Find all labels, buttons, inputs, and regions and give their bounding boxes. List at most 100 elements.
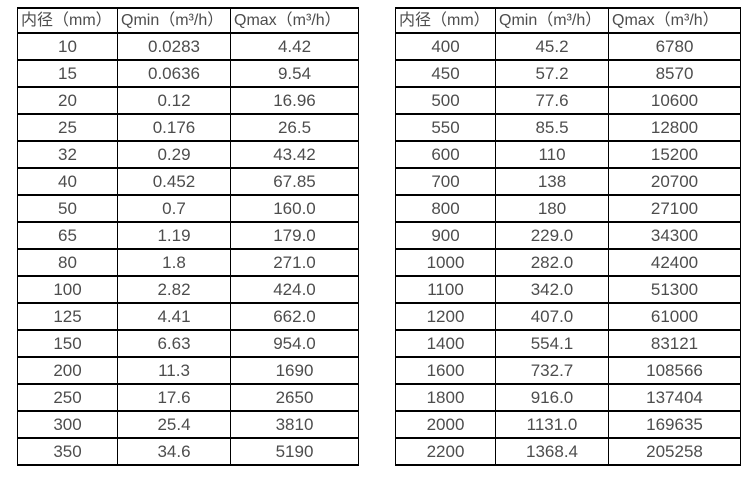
table-row: 800 180 27100 [395, 194, 741, 223]
table-cell: 179.0 [230, 221, 359, 250]
table-cell: 1.19 [117, 221, 231, 250]
table-row: 1600 732.7 108566 [395, 356, 741, 385]
table-cell: 108566 [608, 356, 741, 385]
table-cell: 5190 [230, 437, 359, 466]
table-cell: 51300 [608, 275, 741, 304]
table-cell: 4.41 [117, 302, 231, 331]
table-row: 50 0.7 160.0 [17, 194, 359, 223]
table-cell: 4.42 [230, 32, 359, 61]
table-cell: 16.96 [230, 86, 359, 115]
table-cell: 10 [17, 32, 118, 61]
table-cell: 282.0 [495, 248, 609, 277]
column-header-diameter: 内径（mm） [17, 7, 118, 34]
table-cell: 83121 [608, 329, 741, 358]
table-cell: 271.0 [230, 248, 359, 277]
table-cell: 1100 [395, 275, 496, 304]
table-cell: 180 [495, 194, 609, 223]
table-cell: 6.63 [117, 329, 231, 358]
table-cell: 1600 [395, 356, 496, 385]
table-cell: 1800 [395, 383, 496, 412]
table-cell: 25 [17, 113, 118, 142]
table-cell: 1131.0 [495, 410, 609, 439]
table-cell: 15200 [608, 140, 741, 169]
table-row: 2000 1131.0 169635 [395, 410, 741, 439]
table-row: 100 2.82 424.0 [17, 275, 359, 304]
column-header-qmin: Qmin（m³/h） [495, 7, 609, 34]
table-cell: 916.0 [495, 383, 609, 412]
table-cell: 50 [17, 194, 118, 223]
table-row: 1800 916.0 137404 [395, 383, 741, 412]
table-row: 20 0.12 16.96 [17, 86, 359, 115]
table-cell: 15 [17, 59, 118, 88]
table-row: 2200 1368.4 205258 [395, 437, 741, 466]
table-cell: 200 [17, 356, 118, 385]
table-cell: 0.29 [117, 140, 231, 169]
table-cell: 0.7 [117, 194, 231, 223]
table-cell: 1000 [395, 248, 496, 277]
table-cell: 25.4 [117, 410, 231, 439]
table-cell: 34300 [608, 221, 741, 250]
table-row: 10 0.0283 4.42 [17, 32, 359, 61]
table-cell: 3810 [230, 410, 359, 439]
table-row: 250 17.6 2650 [17, 383, 359, 412]
table-cell: 662.0 [230, 302, 359, 331]
table-row: 40 0.452 67.85 [17, 167, 359, 196]
table-cell: 11.3 [117, 356, 231, 385]
table-cell: 400 [395, 32, 496, 61]
table-row: 400 45.2 6780 [395, 32, 741, 61]
table-cell: 61000 [608, 302, 741, 331]
table-cell: 45.2 [495, 32, 609, 61]
table-cell: 300 [17, 410, 118, 439]
table-cell: 732.7 [495, 356, 609, 385]
table-row: 500 77.6 10600 [395, 86, 741, 115]
table-cell: 77.6 [495, 86, 609, 115]
flow-table-large-diameters: 内径（mm） Qmin（m³/h） Qmax（m³/h） 400 45.2 6780… [395, 7, 741, 466]
table-cell: 954.0 [230, 329, 359, 358]
flow-table-small-diameters: 内径（mm） Qmin（m³/h） Qmax（m³/h） 10 0.0283 4.4… [17, 7, 359, 466]
table-cell: 205258 [608, 437, 741, 466]
table-cell: 169635 [608, 410, 741, 439]
table-body-small: 10 0.0283 4.42 15 0.0636 9.54 20 0.12 16.96 25 0.1… [17, 32, 359, 466]
table-cell: 250 [17, 383, 118, 412]
table-cell: 80 [17, 248, 118, 277]
table-cell: 1400 [395, 329, 496, 358]
table-cell: 6780 [608, 32, 741, 61]
table-body-large: 400 45.2 6780 450 57.2 8570 500 77.6 10600 550 85.… [395, 32, 741, 466]
table-cell: 2200 [395, 437, 496, 466]
table-cell: 20 [17, 86, 118, 115]
table-cell: 350 [17, 437, 118, 466]
table-cell: 700 [395, 167, 496, 196]
column-header-qmax: Qmax（m³/h） [608, 7, 741, 34]
table-cell: 0.0283 [117, 32, 231, 61]
table-cell: 1.8 [117, 248, 231, 277]
table-cell: 450 [395, 59, 496, 88]
table-cell: 2.82 [117, 275, 231, 304]
table-cell: 160.0 [230, 194, 359, 223]
table-cell: 125 [17, 302, 118, 331]
table-row: 1400 554.1 83121 [395, 329, 741, 358]
table-cell: 8570 [608, 59, 741, 88]
table-row: 450 57.2 8570 [395, 59, 741, 88]
tables-container: 内径（mm） Qmin（m³/h） Qmax（m³/h） 10 0.0283 4.4… [17, 7, 741, 466]
table-cell: 1690 [230, 356, 359, 385]
table-row: 1000 282.0 42400 [395, 248, 741, 277]
table-cell: 800 [395, 194, 496, 223]
table-cell: 550 [395, 113, 496, 142]
table-cell: 65 [17, 221, 118, 250]
table-cell: 26.5 [230, 113, 359, 142]
header-row: 内径（mm） Qmin（m³/h） Qmax（m³/h） [395, 7, 741, 34]
table-row: 1100 342.0 51300 [395, 275, 741, 304]
table-cell: 85.5 [495, 113, 609, 142]
table-cell: 12800 [608, 113, 741, 142]
table-cell: 342.0 [495, 275, 609, 304]
table-cell: 407.0 [495, 302, 609, 331]
table-cell: 67.85 [230, 167, 359, 196]
table-cell: 138 [495, 167, 609, 196]
table-cell: 32 [17, 140, 118, 169]
table-cell: 600 [395, 140, 496, 169]
table-row: 200 11.3 1690 [17, 356, 359, 385]
header-row: 内径（mm） Qmin（m³/h） Qmax（m³/h） [17, 7, 359, 34]
table-row: 65 1.19 179.0 [17, 221, 359, 250]
table-row: 80 1.8 271.0 [17, 248, 359, 277]
table-cell: 17.6 [117, 383, 231, 412]
